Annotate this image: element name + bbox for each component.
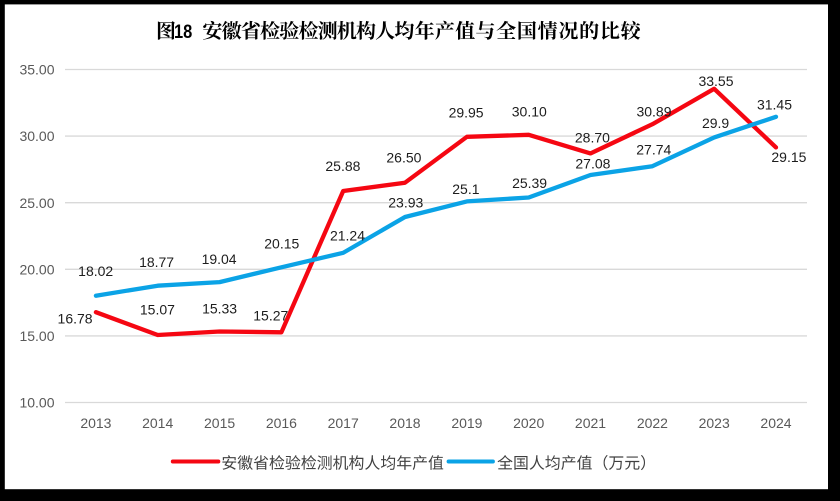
svg-text:2019: 2019 bbox=[451, 415, 482, 431]
svg-text:33.55: 33.55 bbox=[698, 73, 733, 89]
svg-text:26.50: 26.50 bbox=[386, 150, 421, 166]
svg-text:30.10: 30.10 bbox=[512, 104, 547, 120]
svg-text:20.15: 20.15 bbox=[264, 236, 299, 252]
svg-text:25.39: 25.39 bbox=[512, 175, 547, 191]
svg-text:18.77: 18.77 bbox=[139, 254, 174, 270]
svg-text:2020: 2020 bbox=[513, 415, 544, 431]
svg-text:18.02: 18.02 bbox=[78, 263, 113, 279]
svg-text:10.00: 10.00 bbox=[19, 395, 54, 411]
svg-text:15.33: 15.33 bbox=[202, 300, 237, 316]
svg-text:29.9: 29.9 bbox=[702, 115, 729, 131]
svg-text:15.07: 15.07 bbox=[140, 302, 175, 318]
svg-text:15.00: 15.00 bbox=[19, 328, 54, 344]
svg-text:27.08: 27.08 bbox=[575, 156, 610, 172]
svg-text:2021: 2021 bbox=[575, 415, 606, 431]
svg-text:27.74: 27.74 bbox=[636, 141, 671, 157]
svg-text:35.00: 35.00 bbox=[19, 62, 54, 78]
svg-text:18: 18 bbox=[174, 21, 192, 43]
svg-text:29.95: 29.95 bbox=[449, 105, 484, 121]
svg-text:2018: 2018 bbox=[389, 415, 420, 431]
svg-text:25.00: 25.00 bbox=[19, 195, 54, 211]
svg-text:2024: 2024 bbox=[760, 415, 791, 431]
svg-text:28.70: 28.70 bbox=[575, 130, 610, 146]
svg-text:21.24: 21.24 bbox=[330, 227, 365, 243]
svg-text:25.88: 25.88 bbox=[325, 158, 360, 174]
svg-text:2022: 2022 bbox=[637, 415, 668, 431]
svg-text:29.15: 29.15 bbox=[771, 149, 806, 165]
svg-text:2016: 2016 bbox=[266, 415, 297, 431]
svg-text:30.89: 30.89 bbox=[636, 103, 671, 119]
svg-text:16.78: 16.78 bbox=[58, 311, 93, 327]
svg-text:31.45: 31.45 bbox=[757, 97, 792, 113]
svg-text:30.00: 30.00 bbox=[19, 128, 54, 144]
svg-text:2014: 2014 bbox=[142, 415, 173, 431]
svg-text:23.93: 23.93 bbox=[388, 195, 423, 211]
svg-text:2017: 2017 bbox=[328, 415, 359, 431]
svg-text:25.1: 25.1 bbox=[452, 181, 479, 197]
svg-text:2023: 2023 bbox=[699, 415, 730, 431]
svg-text:20.00: 20.00 bbox=[19, 261, 54, 277]
svg-text:2013: 2013 bbox=[80, 415, 111, 431]
svg-text:19.04: 19.04 bbox=[202, 251, 237, 267]
svg-text:15.27: 15.27 bbox=[253, 308, 288, 324]
svg-text:2015: 2015 bbox=[204, 415, 235, 431]
